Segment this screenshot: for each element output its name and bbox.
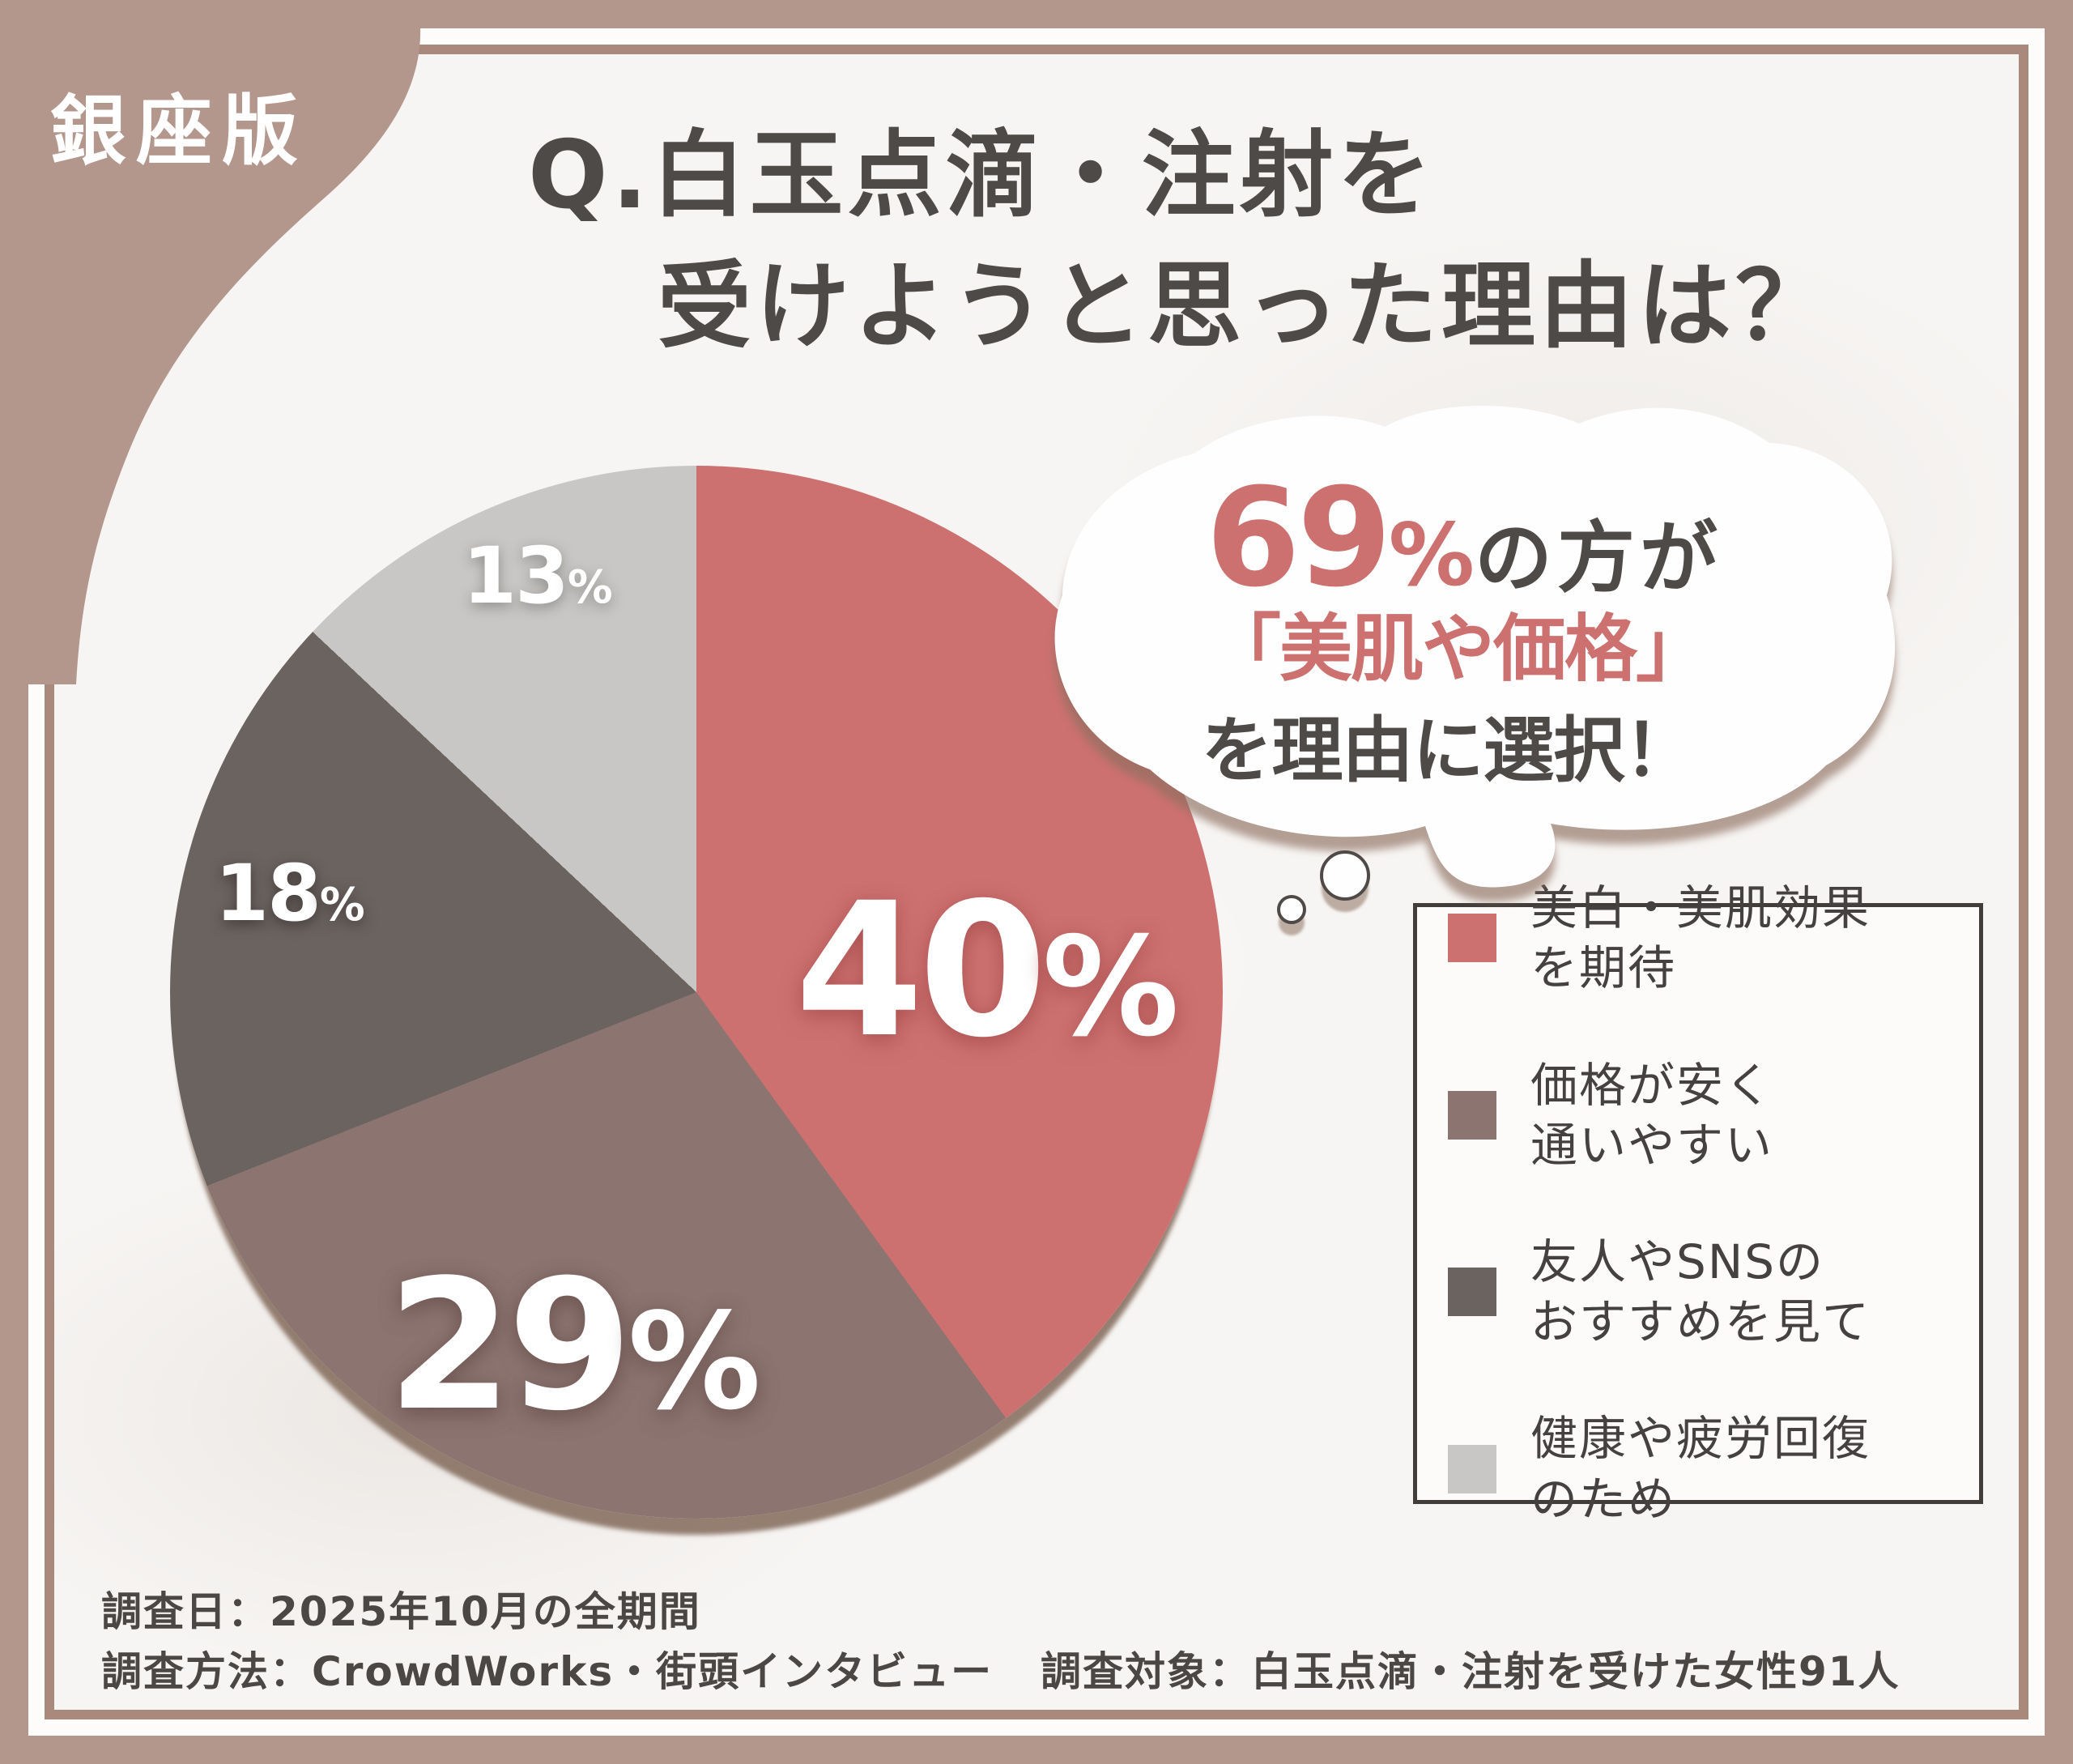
badge-label: 銀座版 xyxy=(50,87,309,176)
legend-label: 価格が安く 通いやすい xyxy=(1530,1057,1774,1173)
footer-survey-target: 調査対象：白玉点滴・注射を受けた女性91人 xyxy=(1041,1648,1901,1695)
legend-swatch xyxy=(1448,1444,1496,1493)
legend-swatch xyxy=(1448,1090,1496,1140)
legend-item: 健康や疲労回復 のため xyxy=(1448,1408,1979,1528)
legend-item: 友人やSNSの おすすめを見て xyxy=(1448,1232,1979,1352)
bubble-line3: を理由に選択！ xyxy=(1201,709,1695,792)
footer-survey-method: 調査方法：CrowdWorks・街頭インタビュー xyxy=(101,1648,994,1695)
page-title-line1: Q.白玉点滴・注射を xyxy=(528,121,1436,230)
legend-item: 価格が安く 通いやすい xyxy=(1448,1055,1979,1175)
pie-slice-label-29: 29% xyxy=(387,1242,761,1451)
thought-dot-small xyxy=(1277,895,1306,924)
page-title-line2: 受けようと思った理由は？ xyxy=(658,252,1833,361)
pie-slice-label-18: 18% xyxy=(215,848,364,939)
legend-swatch xyxy=(1448,1268,1496,1317)
thought-dot-large xyxy=(1320,850,1370,901)
legend-label: 健康や疲労回復 のため xyxy=(1530,1411,1871,1527)
legend-box: 美白・美肌効果 を期待 価格が安く 通いやすい 友人やSNSの おすすめを見て 健康や… xyxy=(1413,880,1983,1527)
footer-survey-date: 調査日：2025年10月の全期間 xyxy=(101,1588,701,1635)
legend-label: 友人やSNSの おすすめを見て xyxy=(1530,1234,1871,1350)
bubble-line2: 「美肌や価格」 xyxy=(1208,607,1709,692)
